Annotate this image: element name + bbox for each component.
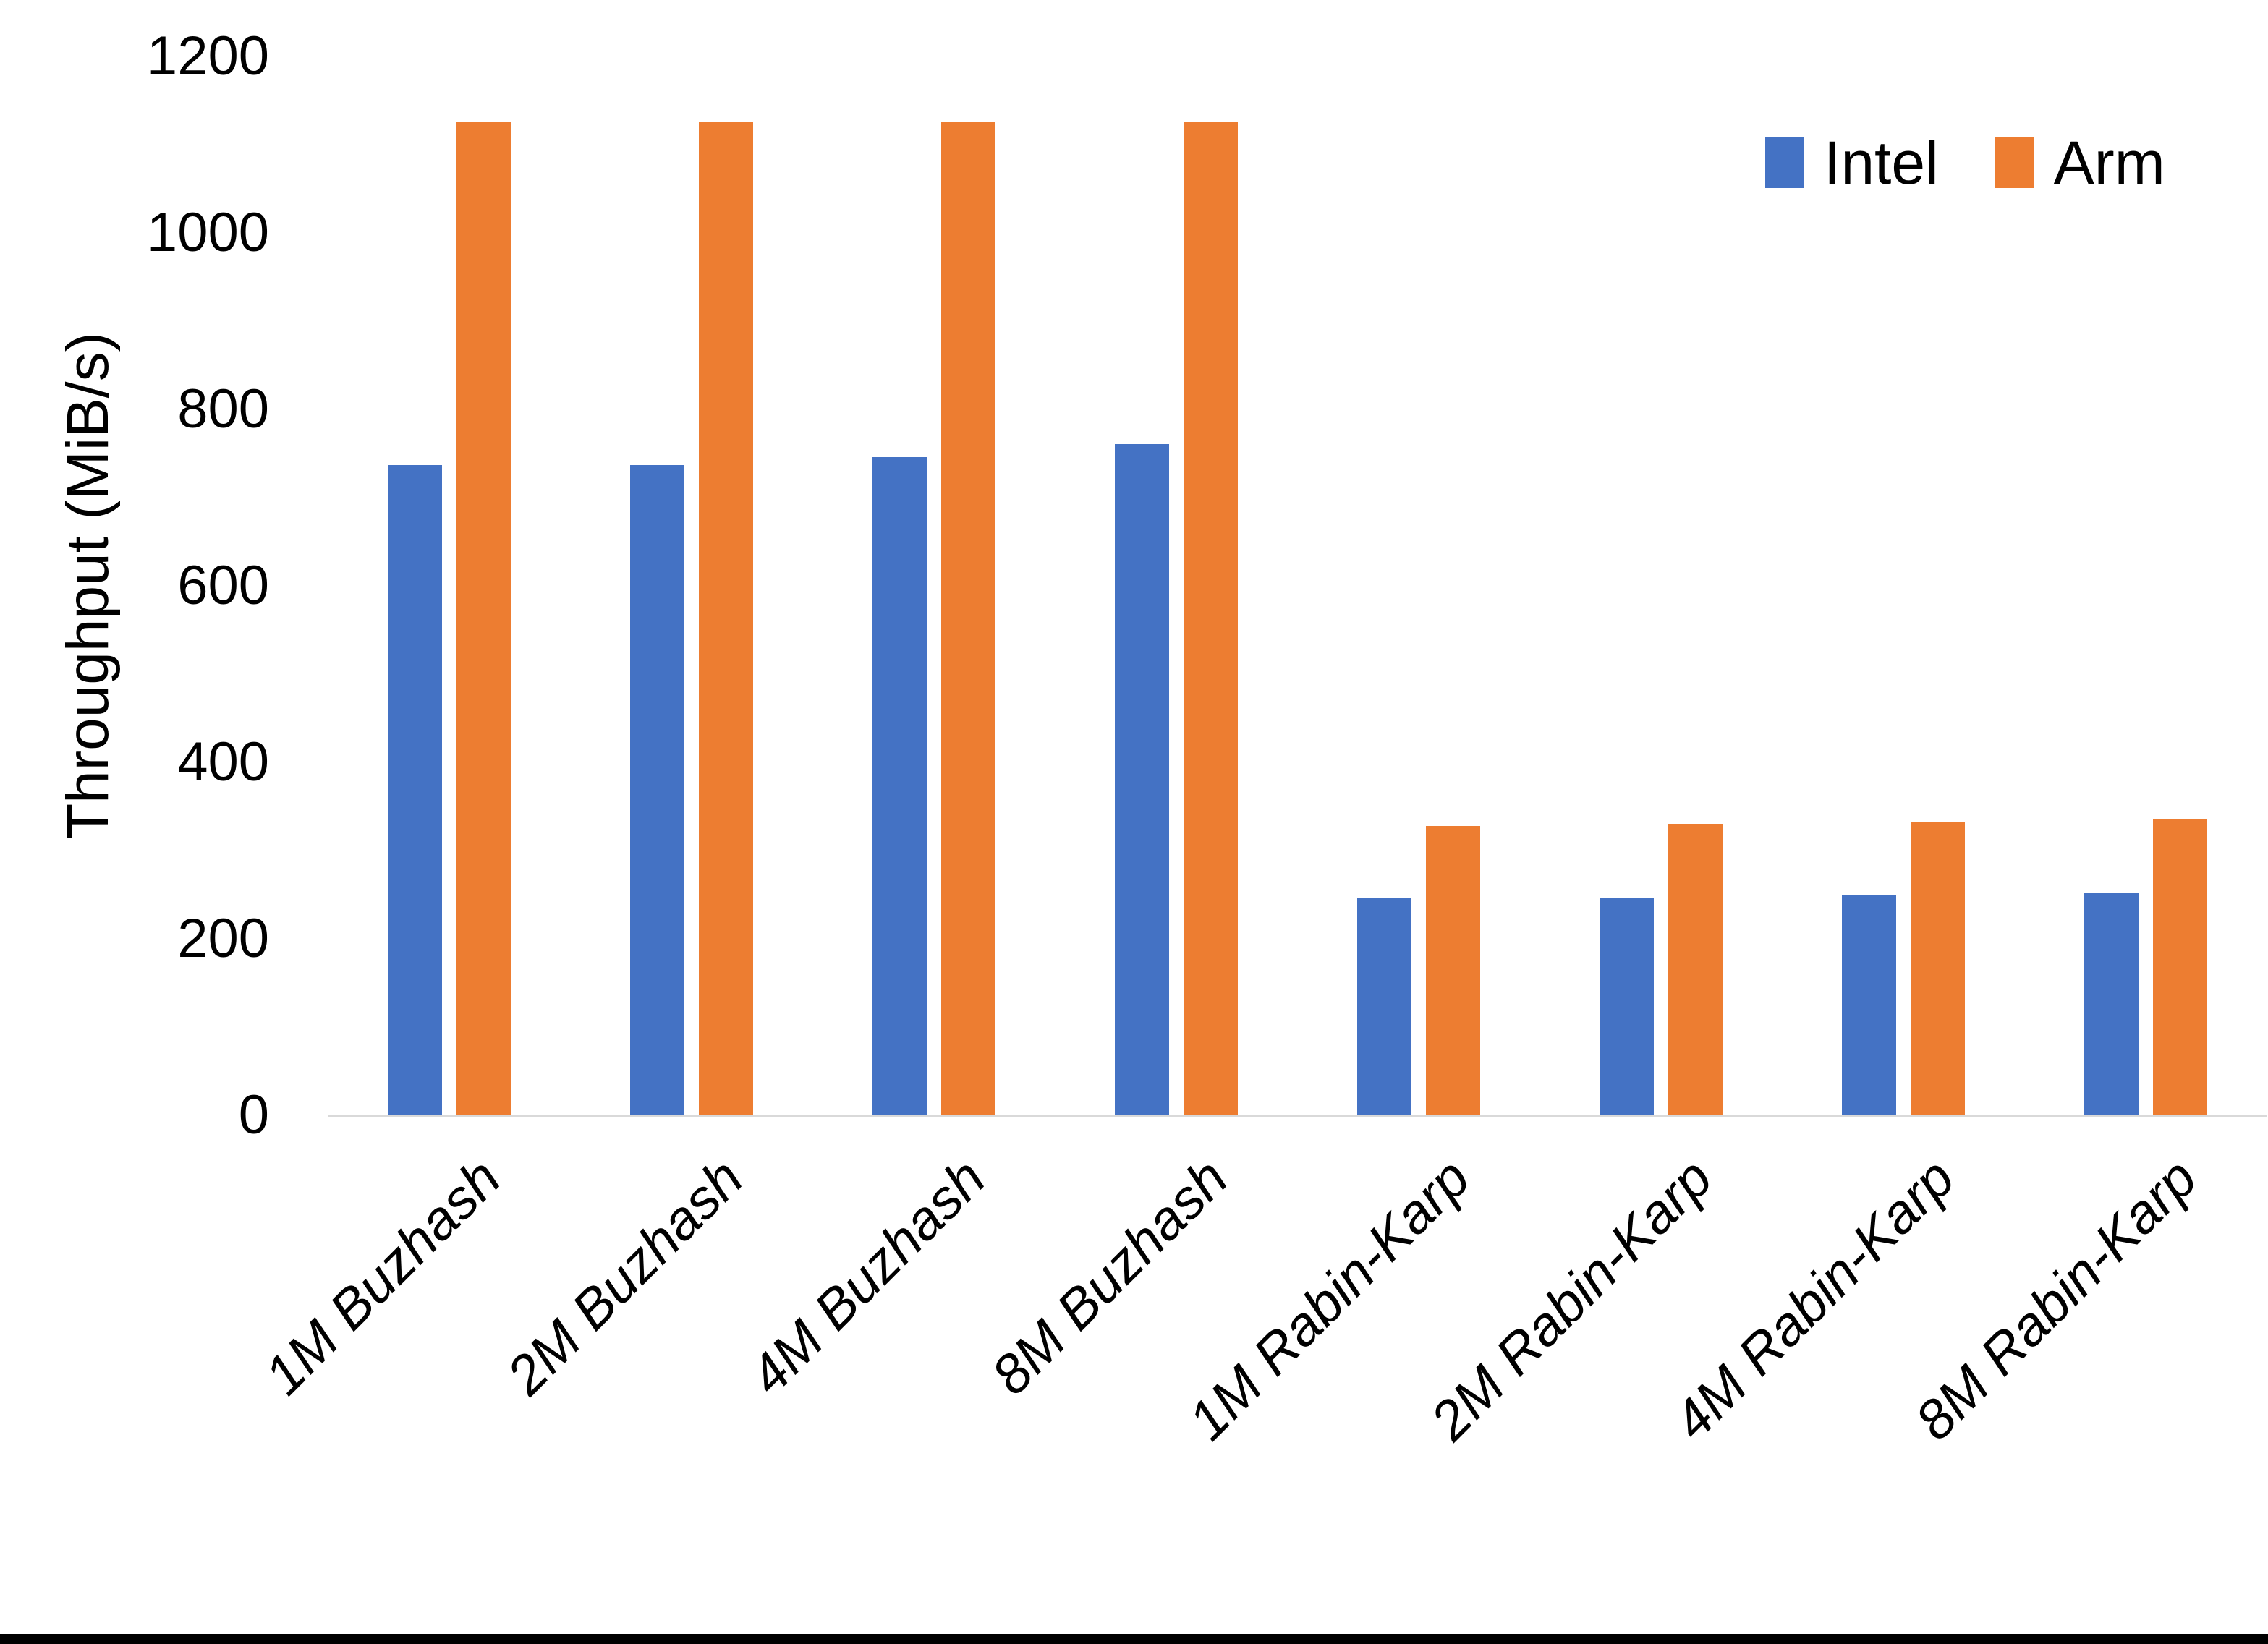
bar-arm-2m-rabin-karp (1668, 824, 1723, 1115)
bar-arm-1m-rabin-karp (1426, 826, 1480, 1115)
bottom-border (0, 1634, 2268, 1644)
bar-intel-4m-buzhash (872, 457, 927, 1115)
x-label-8m-buzhash: 8M Buzhash (980, 1146, 1240, 1407)
y-tick-label-800: 800 (177, 378, 269, 440)
bar-intel-1m-buzhash (388, 465, 442, 1115)
legend-item-arm: Arm (1995, 132, 2165, 193)
y-tick-label-0: 0 (238, 1084, 269, 1146)
x-label-4m-buzhash: 4M Buzhash (737, 1146, 998, 1407)
bar-intel-2m-buzhash (630, 465, 684, 1115)
legend-item-intel: Intel (1765, 132, 1939, 193)
bar-arm-4m-buzhash (941, 122, 995, 1115)
bar-arm-1m-buzhash (456, 122, 511, 1115)
y-tick-label-1000: 1000 (146, 202, 269, 263)
chart-legend: Intel Arm (1765, 123, 2165, 203)
y-tick-label-200: 200 (177, 908, 269, 969)
y-tick-label-600: 600 (177, 555, 269, 616)
bar-arm-8m-buzhash (1184, 122, 1238, 1115)
legend-swatch-intel (1765, 137, 1804, 188)
bar-arm-2m-buzhash (699, 122, 753, 1115)
bar-intel-1m-rabin-karp (1357, 898, 1411, 1115)
bar-intel-2m-rabin-karp (1600, 898, 1654, 1115)
legend-swatch-arm (1995, 137, 2034, 188)
legend-label-intel: Intel (1824, 129, 1939, 197)
legend-label-arm: Arm (2053, 129, 2165, 197)
y-tick-label-400: 400 (177, 731, 269, 793)
bar-intel-8m-rabin-karp (2084, 893, 2139, 1115)
bar-intel-8m-buzhash (1115, 444, 1169, 1115)
bar-arm-4m-rabin-karp (1911, 822, 1965, 1115)
bar-intel-4m-rabin-karp (1842, 895, 1896, 1115)
x-axis-line (328, 1115, 2267, 1117)
y-tick-label-1200: 1200 (146, 25, 269, 87)
x-label-2m-buzhash: 2M Buzhash (495, 1146, 755, 1407)
bar-arm-8m-rabin-karp (2153, 819, 2207, 1115)
x-label-1m-buzhash: 1M Buzhash (252, 1146, 513, 1407)
